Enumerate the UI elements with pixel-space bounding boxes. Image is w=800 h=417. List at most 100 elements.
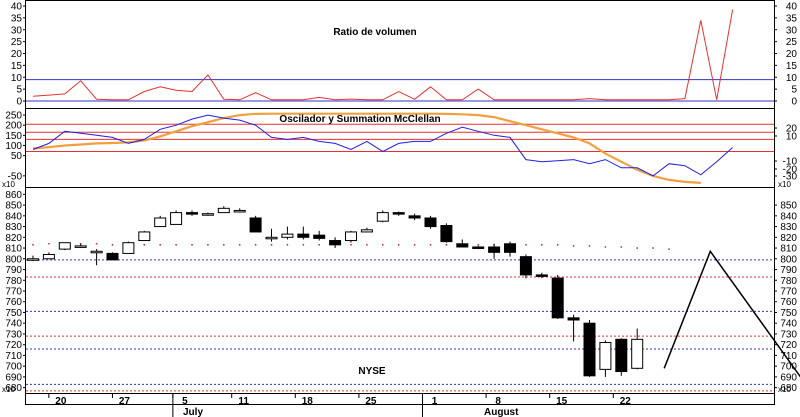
moving-average-dot [477, 243, 480, 246]
date-axis: 20 27 5 11 18 25 1 8 15 22 [48, 394, 632, 417]
y-tick-left-14: 820 [5, 233, 22, 244]
moving-average-dot [238, 243, 241, 246]
y-tick-right-13: 810 [780, 244, 797, 255]
moving-average-dot [397, 243, 400, 246]
candle-body [360, 229, 373, 233]
moving-average-dot [318, 243, 321, 246]
candle-body [535, 274, 548, 277]
y-tick-left-4: 200 [5, 121, 22, 132]
candle-body [154, 217, 167, 228]
nyse-multiplier-right: x10 [778, 385, 791, 394]
x-tick-label-8: 15 [556, 396, 568, 407]
candle-body [583, 322, 596, 377]
candle-body [408, 215, 421, 219]
candle-body [233, 209, 246, 213]
moving-average-dot [270, 243, 273, 246]
candle-body [58, 242, 71, 250]
y-tick-right-6: 30 [786, 25, 798, 36]
month-label-august: August [484, 407, 519, 417]
candle-body [106, 252, 119, 261]
x-tick-label-4: 18 [302, 396, 314, 407]
candle-body [504, 243, 516, 253]
y-tick-right-5: 25 [786, 37, 798, 48]
projection-line [663, 249, 800, 378]
y-tick-right-1: 690 [780, 372, 797, 383]
mcclellan-title: Oscilador y Summation McClellan [279, 114, 440, 125]
y-tick-left-8: 760 [5, 297, 22, 308]
y-tick-right-6: 740 [780, 319, 797, 330]
candle-body [551, 277, 564, 319]
y-tick-right-9: 770 [780, 287, 797, 298]
candle-body [217, 207, 230, 214]
moving-average-dot [207, 243, 209, 246]
y-tick-left-17: 850 [5, 201, 22, 212]
candle-body [297, 233, 310, 238]
y-tick-left-0: 0 [16, 97, 22, 108]
x-tick-label-9: 22 [620, 396, 632, 407]
y-tick-left-2: 100 [5, 141, 22, 152]
candle-body [122, 242, 135, 254]
y-tick-right-11: 790 [780, 265, 797, 276]
moving-average-dot [588, 245, 591, 247]
y-tick-left-4: 20 [11, 49, 23, 60]
y-tick-left-7: 750 [5, 308, 22, 319]
y-tick-right-4: 20 [786, 124, 798, 135]
nyse-title: NYSE [358, 366, 386, 377]
y-tick-right-8: 760 [780, 297, 797, 308]
y-tick-right-0: -30 [783, 172, 798, 183]
candle-body [424, 217, 437, 228]
candle-body [456, 243, 469, 248]
moving-average-dot [48, 242, 50, 245]
y-tick-right-15: 830 [780, 222, 797, 233]
month-label-july: July [183, 407, 203, 417]
moving-average-dot [668, 248, 670, 251]
candle-body [392, 212, 405, 215]
y-tick-left-16: 840 [5, 211, 22, 222]
y-tick-left-1: 690 [5, 372, 22, 383]
y-tick-left-10: 780 [5, 276, 22, 287]
y-tick-right-2: -10 [783, 157, 798, 168]
y-tick-left-13: 810 [5, 244, 22, 255]
moving-average-dot [556, 243, 559, 246]
mcclellan-multiplier-left: x10 [2, 180, 15, 189]
y-tick-right-4: 20 [786, 49, 798, 60]
candle-body [599, 342, 612, 370]
y-tick-left-5: 250 [5, 111, 22, 122]
candle-body [265, 236, 278, 240]
y-tick-right-0: 0 [791, 97, 797, 108]
moving-average-dot [32, 243, 34, 246]
candle-body [376, 212, 389, 222]
moving-average-dot [191, 243, 193, 246]
candle-body [42, 253, 55, 260]
moving-average-dot [604, 246, 607, 248]
y-tick-right-17: 850 [780, 201, 797, 212]
y-tick-left-1: 5 [16, 85, 22, 96]
moving-average-dot [350, 243, 352, 246]
y-tick-left-0: 680 [5, 383, 22, 394]
candle-body [519, 256, 532, 276]
nyse-panel: 6806907007107207307407507607707807908008… [5, 190, 800, 394]
y-tick-left-5: 25 [11, 37, 23, 48]
y-tick-right-14: 820 [780, 233, 797, 244]
y-tick-left-2: 10 [11, 73, 23, 84]
y-tick-right-1: -20 [783, 165, 798, 176]
candle-body [631, 338, 644, 369]
candle-body [313, 234, 326, 239]
y-tick-left-2: 700 [5, 362, 22, 373]
nyse-multiplier-left: x10 [2, 385, 15, 394]
moving-average-dot [175, 243, 178, 246]
y-tick-right-2: 10 [786, 73, 798, 84]
moving-average-dot [159, 243, 162, 246]
moving-average-dot [540, 243, 543, 246]
y-tick-left-12: 800 [5, 254, 22, 265]
y-tick-right-1: 5 [791, 85, 797, 96]
candle-body [186, 212, 198, 215]
candle-body [615, 338, 628, 373]
candle-body [329, 240, 342, 246]
y-tick-right-0: 680 [780, 383, 797, 394]
y-tick-right-4: 720 [780, 340, 797, 351]
y-tick-right-3: 15 [786, 61, 798, 72]
y-tick-right-5: 730 [780, 329, 797, 340]
